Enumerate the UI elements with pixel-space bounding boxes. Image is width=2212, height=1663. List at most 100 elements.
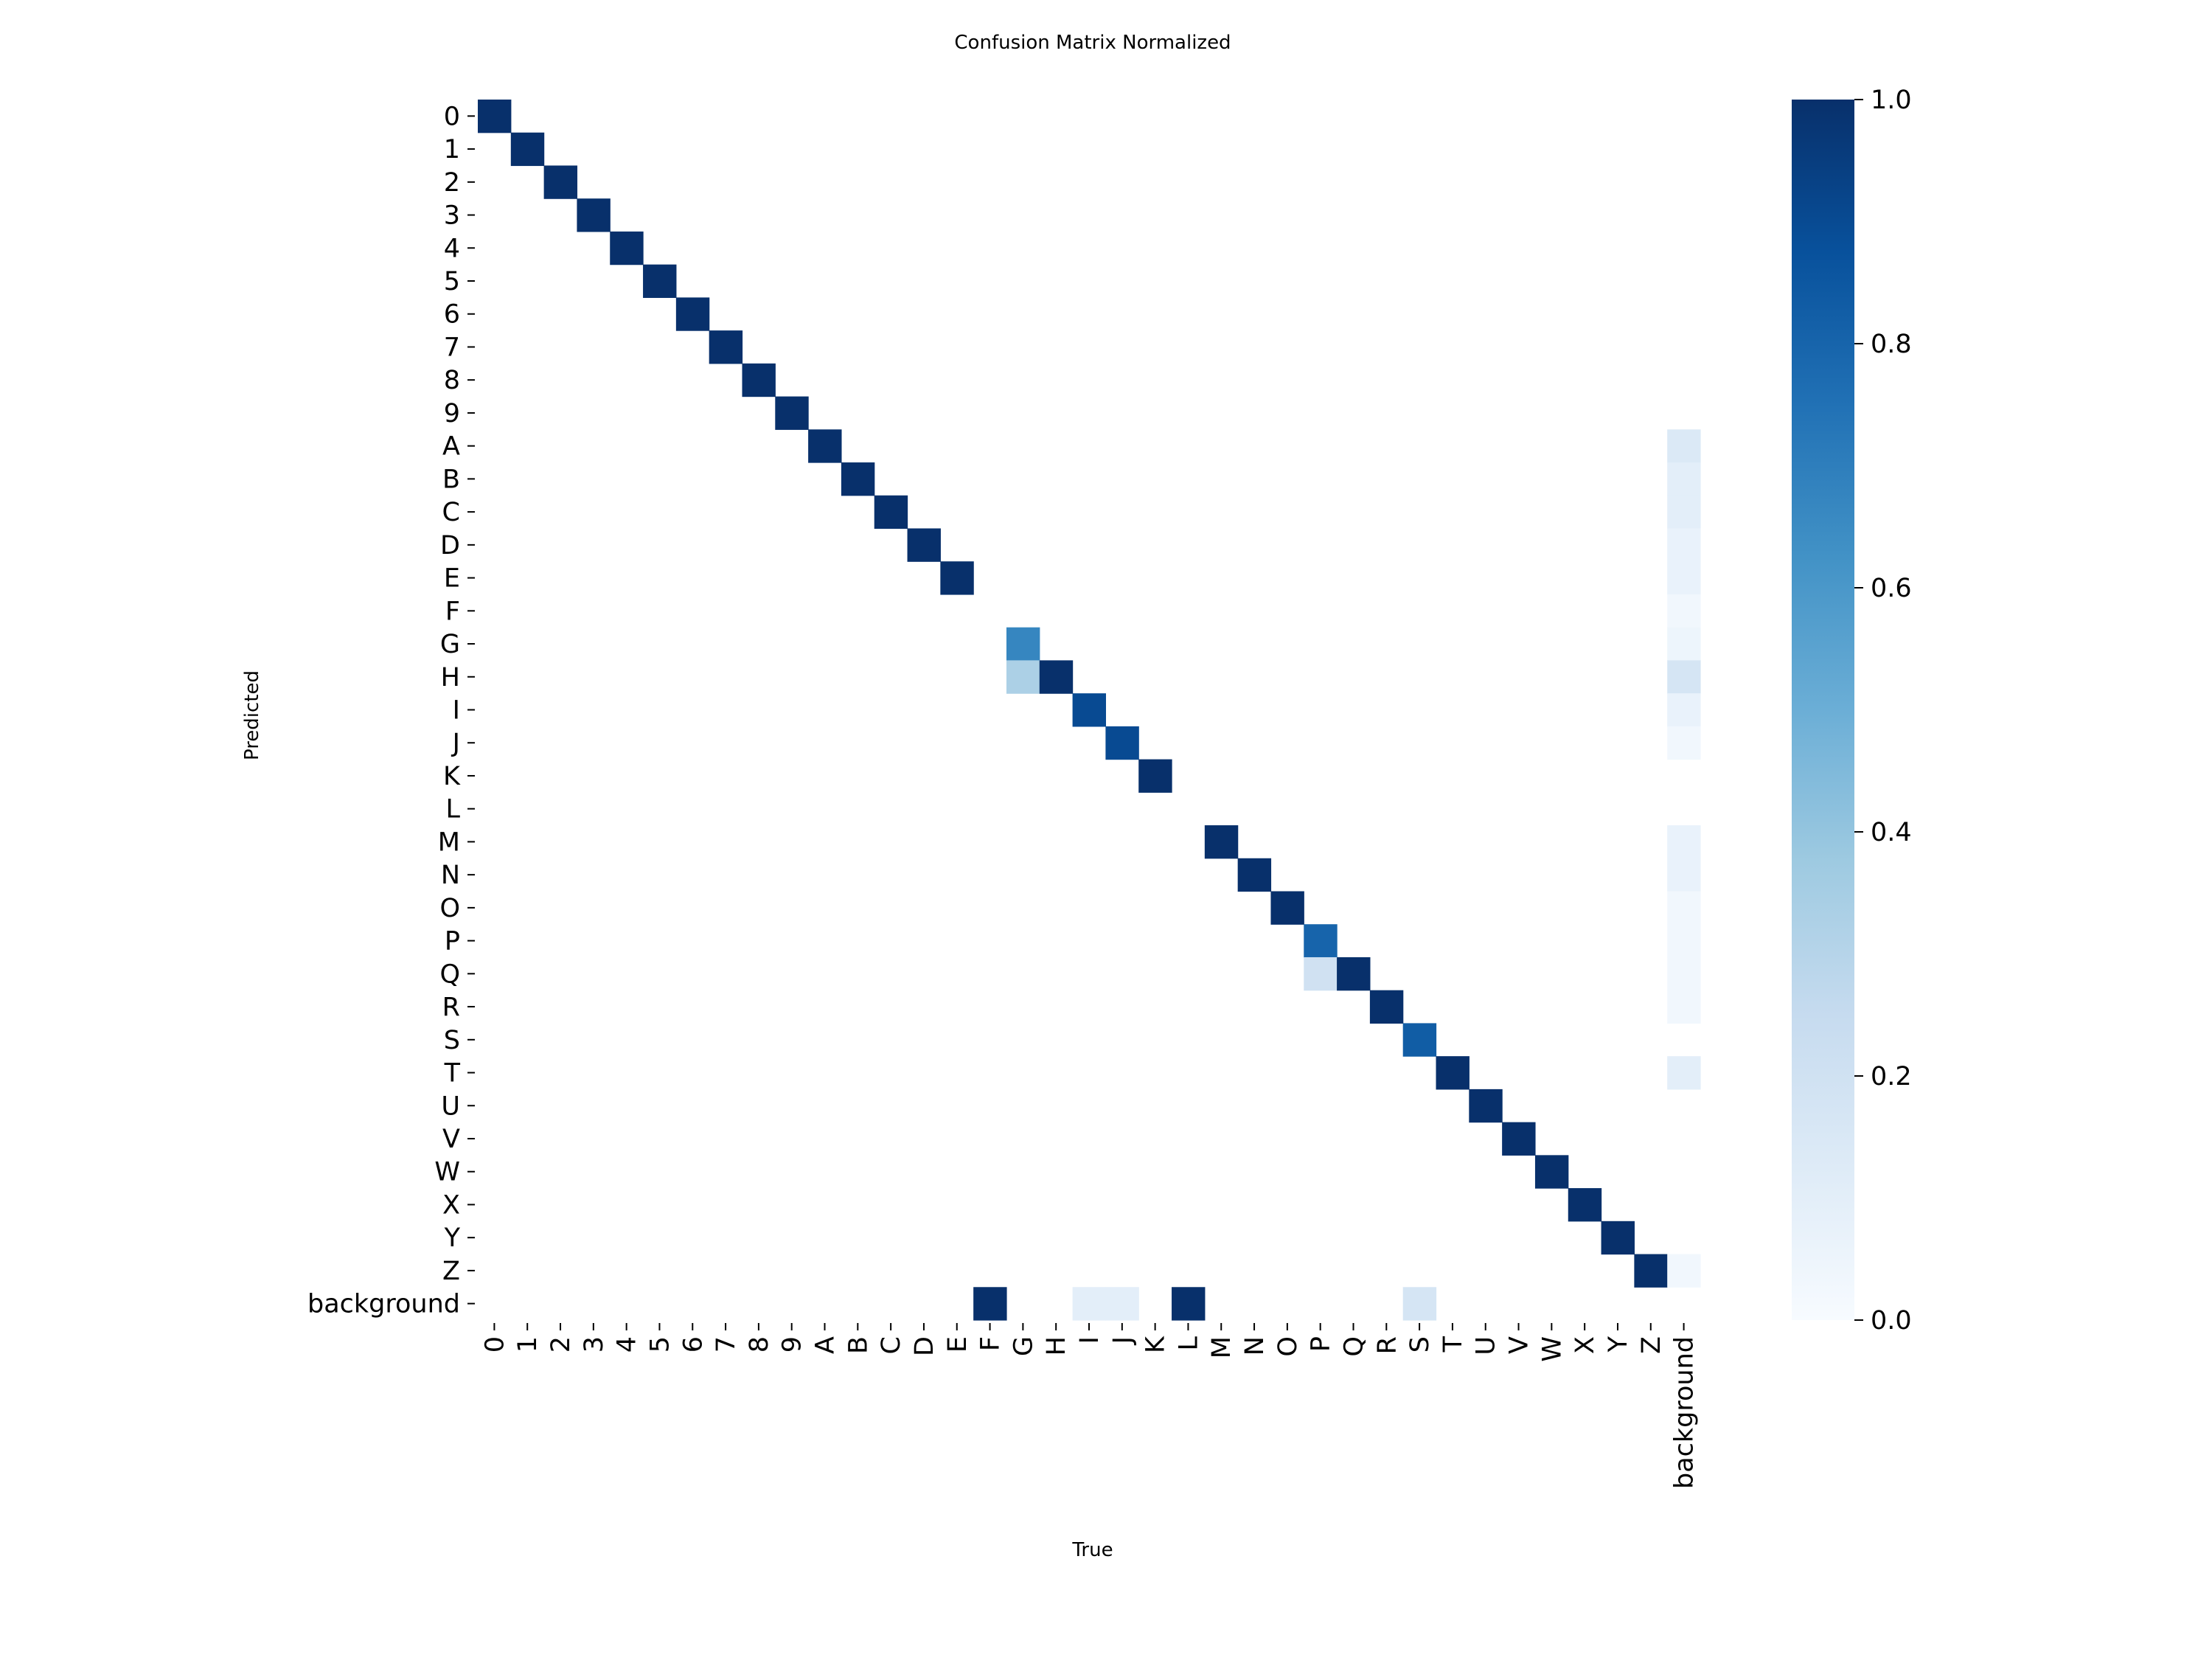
x-tick-label-t: T bbox=[1439, 1336, 1468, 1353]
heatmap-cell-pred-4-true-4 bbox=[610, 231, 644, 265]
x-tick-label-n: N bbox=[1240, 1336, 1270, 1355]
heatmap-cell-pred-background-true-s bbox=[1402, 1287, 1437, 1321]
heatmap bbox=[478, 100, 1701, 1321]
y-tick-label-k: K bbox=[443, 762, 461, 791]
heatmap-cell-pred-g-true-g bbox=[1006, 627, 1040, 662]
y-tick-label-3: 3 bbox=[444, 201, 460, 231]
heatmap-cell-pred-a-true-background bbox=[1667, 429, 1701, 463]
x-tick-label-a: A bbox=[811, 1336, 841, 1354]
heatmap-cell-pred-5-true-5 bbox=[643, 264, 677, 298]
x-tick-label-0: 0 bbox=[480, 1336, 509, 1353]
heatmap-cell-pred-8-true-8 bbox=[742, 363, 776, 397]
heatmap-cell-pred-h-true-h bbox=[1039, 660, 1074, 694]
x-tick-label-u: U bbox=[1472, 1336, 1501, 1355]
heatmap-cell-pred-a-true-a bbox=[808, 429, 842, 463]
y-tick-label-r: R bbox=[442, 993, 460, 1022]
heatmap-cell-pred-r-true-background bbox=[1667, 990, 1701, 1024]
colorbar-tick-label: 0.2 bbox=[1871, 1062, 1912, 1091]
y-tick-label-f: F bbox=[445, 597, 460, 626]
x-tick-label-r: R bbox=[1372, 1336, 1402, 1354]
y-tick-label-a: A bbox=[442, 432, 460, 462]
heatmap-cell-pred-z-true-z bbox=[1634, 1254, 1668, 1288]
x-axis-title: True bbox=[1071, 1539, 1113, 1561]
heatmap-cell-pred-3-true-3 bbox=[577, 198, 611, 232]
y-tick-label-o: O bbox=[439, 894, 460, 923]
x-tick-label-e: E bbox=[943, 1336, 973, 1353]
heatmap-cell-pred-r-true-r bbox=[1369, 990, 1404, 1024]
y-tick-label-background: background bbox=[307, 1290, 460, 1319]
heatmap-cell-pred-c-true-c bbox=[874, 495, 908, 530]
y-tick-label-j: J bbox=[451, 729, 460, 758]
x-tick-label-3: 3 bbox=[580, 1336, 609, 1353]
y-tick-label-v: V bbox=[442, 1125, 460, 1154]
y-tick-label-9: 9 bbox=[444, 399, 460, 428]
x-tick-label-h: H bbox=[1042, 1336, 1071, 1355]
y-tick-label-u: U bbox=[441, 1091, 460, 1121]
y-tick-label-y: Y bbox=[444, 1223, 461, 1253]
x-tick-label-4: 4 bbox=[613, 1336, 642, 1353]
x-tick-label-m: M bbox=[1207, 1336, 1237, 1358]
heatmap-cell-pred-v-true-v bbox=[1502, 1122, 1536, 1156]
colorbar-gradient bbox=[1792, 100, 1854, 1320]
heatmap-cell-pred-g-true-background bbox=[1667, 627, 1701, 662]
heatmap-cell-pred-m-true-m bbox=[1204, 825, 1239, 859]
heatmap-cell-pred-1-true-1 bbox=[510, 132, 545, 167]
heatmap-cell-pred-c-true-background bbox=[1667, 495, 1701, 530]
y-tick-label-b: B bbox=[442, 465, 460, 494]
y-axis-title: Predicted bbox=[241, 670, 263, 760]
colorbar-tick-label: 0.8 bbox=[1871, 330, 1912, 359]
colorbar-tick-label: 0.4 bbox=[1871, 818, 1912, 847]
heatmap-cell-pred-k-true-k bbox=[1138, 759, 1172, 793]
heatmap-cell-pred-background-true-i bbox=[1072, 1287, 1106, 1321]
heatmap-cell-pred-d-true-background bbox=[1667, 528, 1701, 562]
y-tick-label-c: C bbox=[442, 498, 460, 527]
heatmap-cell-pred-n-true-background bbox=[1667, 858, 1701, 892]
x-tick-label-z: Z bbox=[1637, 1336, 1666, 1354]
y-tick-label-2: 2 bbox=[444, 168, 460, 198]
heatmap-cell-pred-q-true-background bbox=[1667, 957, 1701, 991]
x-tick-label-8: 8 bbox=[745, 1336, 774, 1353]
x-tick-label-j: J bbox=[1108, 1336, 1138, 1345]
x-tick-label-c: C bbox=[877, 1336, 906, 1354]
heatmap-cell-pred-background-true-j bbox=[1105, 1287, 1139, 1321]
heatmap-cell-pred-p-true-background bbox=[1667, 924, 1701, 958]
x-tick-label-9: 9 bbox=[778, 1336, 807, 1353]
y-tick-label-g: G bbox=[440, 630, 460, 659]
y-tick-label-e: E bbox=[444, 564, 460, 594]
y-tick-label-4: 4 bbox=[444, 234, 460, 263]
heatmap-cell-pred-9-true-9 bbox=[775, 396, 809, 430]
heatmap-cell-pred-6-true-6 bbox=[675, 297, 710, 331]
y-tick-label-l: L bbox=[446, 795, 461, 824]
x-tick-label-f: F bbox=[976, 1336, 1006, 1351]
y-tick-label-q: Q bbox=[439, 959, 460, 989]
colorbar-tick-label: 1.0 bbox=[1871, 86, 1912, 115]
heatmap-cell-pred-2-true-2 bbox=[543, 165, 578, 199]
heatmap-cell-pred-p-true-p bbox=[1304, 924, 1338, 958]
heatmap-cell-pred-x-true-x bbox=[1568, 1188, 1602, 1222]
heatmap-cell-pred-background-true-f bbox=[973, 1287, 1007, 1321]
x-tick-label-g: G bbox=[1009, 1336, 1038, 1356]
y-tick-label-x: X bbox=[442, 1190, 460, 1220]
heatmap-cell-pred-q-true-q bbox=[1337, 957, 1371, 991]
heatmap-cell-pred-y-true-y bbox=[1601, 1221, 1635, 1255]
x-tick-label-6: 6 bbox=[678, 1336, 708, 1353]
heatmap-cell-pred-i-true-background bbox=[1667, 693, 1701, 727]
y-tick-label-h: H bbox=[441, 663, 460, 692]
heatmap-cell-pred-b-true-background bbox=[1667, 462, 1701, 496]
heatmap-cell-pred-e-true-background bbox=[1667, 561, 1701, 595]
x-tick-label-5: 5 bbox=[645, 1336, 675, 1353]
heatmap-cell-pred-s-true-s bbox=[1402, 1023, 1437, 1057]
x-tick-label-v: V bbox=[1505, 1336, 1534, 1354]
heatmap-cell-pred-q-true-p bbox=[1304, 957, 1338, 991]
heatmap-cell-pred-background-true-l bbox=[1172, 1287, 1206, 1321]
heatmap-cell-pred-o-true-background bbox=[1667, 891, 1701, 925]
y-tick-label-1: 1 bbox=[444, 135, 460, 164]
x-tick-label-2: 2 bbox=[546, 1336, 576, 1353]
heatmap-cell-pred-h-true-g bbox=[1006, 660, 1040, 694]
y-tick-label-8: 8 bbox=[444, 366, 460, 395]
heatmap-cell-pred-w-true-w bbox=[1534, 1155, 1569, 1189]
heatmap-cell-pred-0-true-0 bbox=[478, 100, 512, 133]
y-tick-label-m: M bbox=[438, 827, 460, 857]
x-tick-label-w: W bbox=[1537, 1336, 1567, 1362]
